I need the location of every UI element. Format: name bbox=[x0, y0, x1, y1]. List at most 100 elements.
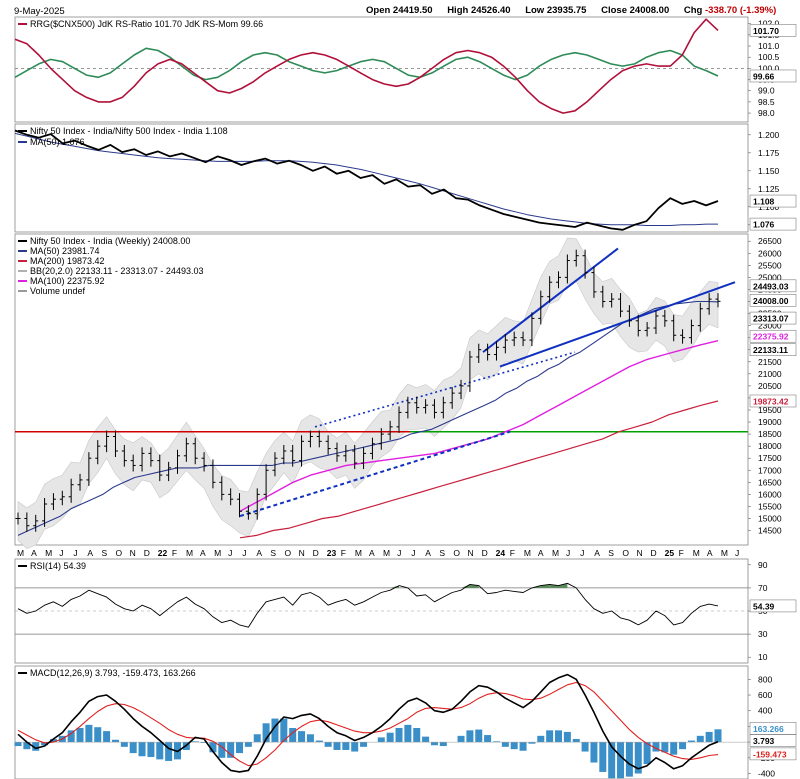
x-axis-label: A bbox=[256, 548, 262, 558]
price-axis-tick-label: 19500 bbox=[758, 405, 782, 415]
price-axis-tick-label: 26500 bbox=[758, 236, 782, 246]
price-axis-tick-label: 14500 bbox=[758, 526, 782, 536]
macd-histogram-bar bbox=[572, 738, 580, 743]
x-axis-label: M bbox=[186, 548, 193, 558]
rrg-axis-tick-label: 98.5 bbox=[758, 97, 775, 107]
macd-signal-badge: -159.473 bbox=[753, 749, 787, 759]
price-axis-tick-label: 15500 bbox=[758, 501, 782, 511]
macd-histogram-bar bbox=[404, 724, 412, 743]
macd-histogram-bar bbox=[625, 742, 633, 777]
price-axis-tick-label: 18500 bbox=[758, 429, 782, 439]
macd-histogram-bar bbox=[138, 742, 146, 757]
macd-histogram-bar bbox=[395, 727, 403, 743]
macd-histogram-bar bbox=[191, 741, 199, 743]
x-axis-label: A bbox=[369, 548, 375, 558]
macd-histogram-bar bbox=[510, 742, 518, 750]
x-axis-label: F bbox=[510, 548, 515, 558]
x-axis-label: D bbox=[144, 548, 150, 558]
x-axis-label: A bbox=[707, 548, 713, 558]
macd-histogram-bar bbox=[333, 742, 341, 750]
rrg-axis-tick-label: 102.0 bbox=[758, 19, 780, 29]
macd-histogram-bar bbox=[634, 742, 642, 774]
price-axis-tick-label: 16000 bbox=[758, 489, 782, 499]
x-axis-label: A bbox=[200, 548, 206, 558]
close-readout: Close 24008.00 bbox=[601, 5, 670, 16]
macd-axis-tick-label: 800 bbox=[758, 674, 772, 684]
volume-legend: Volume undef bbox=[30, 286, 86, 296]
x-axis-label: F bbox=[679, 548, 684, 558]
x-axis-label: M bbox=[355, 548, 362, 558]
x-axis-label: J bbox=[566, 548, 570, 558]
high-readout: High 24526.40 bbox=[447, 5, 511, 16]
macd-histogram-bar bbox=[76, 727, 84, 743]
x-axis-label: J bbox=[411, 548, 415, 558]
ma200-line bbox=[239, 400, 719, 539]
ratio-badge-bg bbox=[749, 194, 797, 208]
ratio-axis-tick-label: 1.175 bbox=[758, 148, 780, 158]
ratio-badge: 1.108 bbox=[753, 197, 775, 207]
x-axis-label: J bbox=[242, 548, 246, 558]
price-axis-tick-label: 19000 bbox=[758, 417, 782, 427]
macd-histogram-bar bbox=[546, 730, 554, 743]
macd-histogram-bar bbox=[714, 729, 722, 743]
macd-histogram-bar bbox=[156, 742, 164, 760]
macd-histogram-bar bbox=[218, 742, 226, 758]
macd-axis-tick-label: 600 bbox=[758, 690, 772, 700]
trendline-lower-dashed bbox=[239, 430, 511, 518]
x-axis-label: M bbox=[693, 548, 700, 558]
macd-value-badge-bg bbox=[749, 734, 797, 747]
macd-histogram-bar bbox=[492, 741, 500, 743]
macd-histogram-bar bbox=[280, 718, 288, 743]
price-axis-tick-label: 20500 bbox=[758, 381, 782, 391]
rsi-legend: RSI(14) 54.39 bbox=[30, 561, 86, 571]
macd-histogram-bar bbox=[617, 742, 625, 779]
trendline-upper-dotted bbox=[314, 351, 576, 428]
macd-value-badge: 3.793 bbox=[753, 736, 775, 746]
ma200-badge-bg bbox=[749, 394, 797, 408]
macd-histogram-bar bbox=[23, 742, 31, 750]
price-panel-frame bbox=[14, 233, 749, 546]
macd-histogram-bar bbox=[360, 742, 368, 747]
rs-ratio-line bbox=[14, 18, 719, 114]
macd-histogram-bar bbox=[94, 727, 102, 743]
macd-signal-line bbox=[17, 681, 719, 767]
bollinger-band bbox=[17, 237, 719, 549]
price-axis-tick-label: 23000 bbox=[758, 321, 782, 331]
x-axis-label: D bbox=[313, 548, 319, 558]
chart-header: 9-May-2025 Open 24419.50 High 24526.40 L… bbox=[0, 0, 800, 18]
ma50-line bbox=[17, 300, 719, 536]
price-axis-tick-label: 17500 bbox=[758, 453, 782, 463]
macd-histogram-bar bbox=[315, 740, 323, 743]
price-axis-tick-label: 17000 bbox=[758, 465, 782, 475]
x-axis-label: O bbox=[622, 548, 629, 558]
macd-histogram-bar bbox=[342, 742, 350, 750]
macd-histogram-bar bbox=[147, 742, 155, 758]
macd-histogram-bar bbox=[67, 730, 75, 743]
chart-date: 9-May-2025 bbox=[14, 6, 65, 17]
x-axis-label: F bbox=[341, 548, 346, 558]
macd-histogram-bar bbox=[537, 735, 545, 743]
macd-signal-badge-bg bbox=[749, 747, 797, 761]
x-axis-label: 23 bbox=[327, 548, 337, 558]
macd-histogram-bar bbox=[528, 742, 536, 744]
x-axis-label: S bbox=[101, 548, 107, 558]
x-axis-label: D bbox=[482, 548, 488, 558]
ratio-ma-legend: MA(50) 1.076 bbox=[30, 137, 85, 147]
macd-histogram-bar bbox=[670, 742, 678, 755]
ratio-panel-frame bbox=[14, 123, 749, 233]
rsi-overbought-fill bbox=[558, 583, 568, 588]
rrg-panel-frame bbox=[14, 16, 749, 123]
rrg-axis-tick-label: 100.0 bbox=[758, 63, 780, 73]
macd-histogram-bar bbox=[120, 742, 128, 747]
macd-histogram-bar bbox=[661, 742, 669, 753]
price-axis-tick-label: 26000 bbox=[758, 248, 782, 258]
rrg-axis-tick-label: 99.0 bbox=[758, 86, 775, 96]
bb-upper-badge: 24493.03 bbox=[753, 281, 789, 291]
x-axis-label: A bbox=[87, 548, 93, 558]
ratio-ma50-badge-bg bbox=[749, 217, 797, 231]
macd-histogram-bar bbox=[386, 732, 394, 743]
x-axis-label: M bbox=[383, 548, 390, 558]
ratio-axis-tick-label: 1.125 bbox=[758, 184, 780, 194]
ma100-line bbox=[239, 340, 719, 512]
chg-readout: Chg -338.70 (-1.39%) bbox=[683, 5, 777, 16]
